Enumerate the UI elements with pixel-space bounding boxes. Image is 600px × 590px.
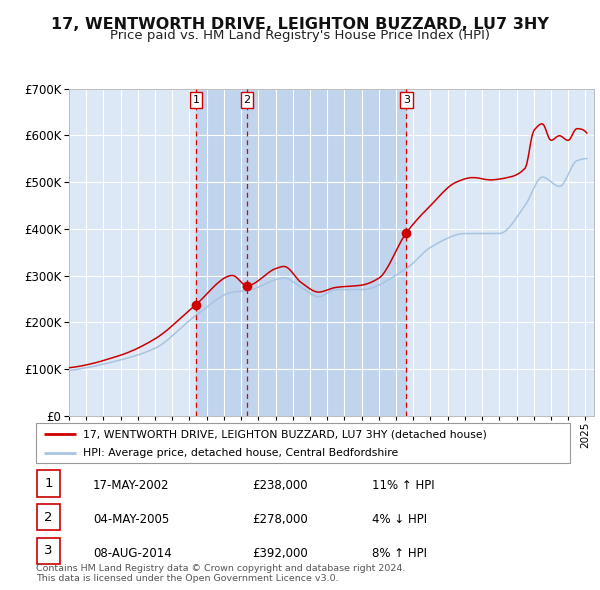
Text: £278,000: £278,000	[252, 513, 308, 526]
Text: 8% ↑ HPI: 8% ↑ HPI	[372, 546, 427, 559]
Text: 1: 1	[193, 95, 199, 105]
Text: HPI: Average price, detached house, Central Bedfordshire: HPI: Average price, detached house, Cent…	[83, 448, 398, 458]
FancyBboxPatch shape	[37, 504, 60, 530]
Text: 17, WENTWORTH DRIVE, LEIGHTON BUZZARD, LU7 3HY: 17, WENTWORTH DRIVE, LEIGHTON BUZZARD, L…	[51, 17, 549, 31]
Text: 2: 2	[44, 510, 53, 524]
Bar	[196, 88, 247, 416]
FancyBboxPatch shape	[36, 423, 570, 463]
Text: £238,000: £238,000	[252, 479, 308, 492]
Text: 11% ↑ HPI: 11% ↑ HPI	[372, 479, 434, 492]
Text: Price paid vs. HM Land Registry's House Price Index (HPI): Price paid vs. HM Land Registry's House …	[110, 30, 490, 42]
Text: 17, WENTWORTH DRIVE, LEIGHTON BUZZARD, LU7 3HY (detached house): 17, WENTWORTH DRIVE, LEIGHTON BUZZARD, L…	[83, 430, 487, 440]
Text: 2: 2	[244, 95, 251, 105]
Text: Contains HM Land Registry data © Crown copyright and database right 2024.
This d: Contains HM Land Registry data © Crown c…	[36, 563, 406, 583]
FancyBboxPatch shape	[37, 537, 60, 564]
Text: 04-MAY-2005: 04-MAY-2005	[93, 513, 169, 526]
Text: 3: 3	[44, 544, 53, 558]
Text: 1: 1	[44, 477, 53, 490]
Text: £392,000: £392,000	[252, 546, 308, 559]
Bar	[247, 88, 406, 416]
Text: 08-AUG-2014: 08-AUG-2014	[93, 546, 172, 559]
Text: 4% ↓ HPI: 4% ↓ HPI	[372, 513, 427, 526]
Text: 17-MAY-2002: 17-MAY-2002	[93, 479, 170, 492]
FancyBboxPatch shape	[37, 470, 60, 497]
Text: 3: 3	[403, 95, 410, 105]
